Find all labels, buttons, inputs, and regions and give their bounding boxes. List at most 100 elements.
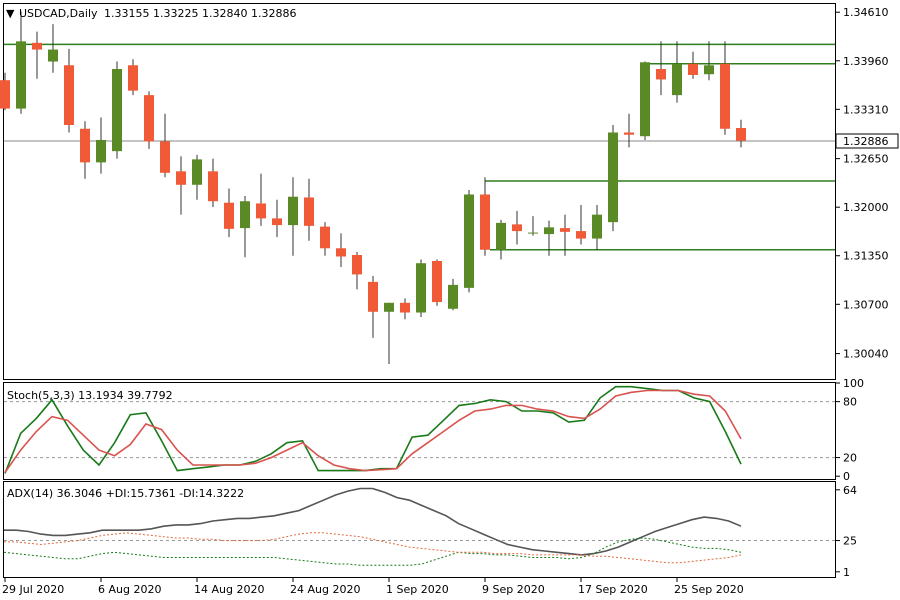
- indicator-tick-label: 100: [843, 377, 864, 390]
- candle-body: [16, 41, 26, 109]
- time-tick-label: 9 Sep 2020: [482, 583, 545, 596]
- candle-body: [544, 227, 554, 235]
- candle-body: [272, 218, 282, 226]
- candle-body: [480, 194, 490, 250]
- candle-body: [608, 132, 618, 223]
- stoch-panel-frame: [3, 382, 836, 480]
- time-tick-label: 24 Aug 2020: [290, 583, 360, 596]
- candle-body: [128, 65, 138, 91]
- candle-body: [288, 196, 298, 226]
- indicator-tick-label: 25: [843, 535, 857, 548]
- candle: [576, 204, 586, 245]
- support-resistance-lines: [4, 43, 835, 251]
- candle-body: [704, 65, 714, 75]
- candle: [176, 156, 186, 215]
- candle: [32, 31, 42, 79]
- candle: [320, 222, 330, 256]
- candles: [0, 11, 746, 365]
- time-tick-label: 6 Aug 2020: [98, 583, 161, 596]
- candle-body: [576, 231, 586, 239]
- indicator-tick-label: 80: [843, 396, 857, 409]
- time-tick-label: 14 Aug 2020: [194, 583, 264, 596]
- candle: [144, 91, 154, 149]
- candle: [512, 210, 522, 245]
- candle-body: [224, 202, 234, 229]
- candle-body: [32, 42, 42, 50]
- candle: [416, 259, 426, 317]
- candle-body: [192, 159, 202, 185]
- price-tick-label: 1.32000: [843, 201, 889, 214]
- series-line: [4, 487, 742, 556]
- candle-body: [64, 65, 74, 126]
- candle: [640, 61, 650, 140]
- indicator-tick-label: 64: [843, 484, 857, 497]
- candle-body: [416, 263, 426, 313]
- candle: [704, 41, 714, 81]
- adx-indicator: 64 25 1: [3, 484, 857, 579]
- candle: [112, 61, 122, 159]
- candle-body: [144, 95, 154, 142]
- candle: [480, 177, 490, 256]
- candle: [304, 178, 314, 241]
- candle-body: [496, 222, 506, 250]
- candle: [528, 216, 538, 236]
- candle: [592, 204, 602, 251]
- candle-body: [208, 171, 218, 202]
- candle: [608, 125, 618, 232]
- time-tick-label: 25 Sep 2020: [674, 583, 744, 596]
- candle: [128, 59, 138, 96]
- candle: [96, 117, 106, 174]
- current-price-box: [835, 133, 899, 149]
- candle-body: [320, 226, 330, 249]
- price-tick-label: 1.33960: [843, 55, 889, 68]
- candle: [336, 233, 346, 267]
- candle: [432, 259, 442, 306]
- candle: [48, 24, 58, 73]
- ohlc-readout: 1.33155 1.33225 1.32840 1.32886: [104, 7, 296, 20]
- adx-title: ADX(14) 36.3046 +DI:15.7361 -DI:14.3222: [7, 487, 244, 500]
- stochastic-oscillator: 100 80 20 0: [4, 377, 864, 483]
- candle: [544, 220, 554, 256]
- time-tick-label: 1 Sep 2020: [386, 583, 449, 596]
- price-tick-label: 1.30700: [843, 298, 889, 311]
- candle: [736, 119, 746, 148]
- candle: [208, 158, 218, 208]
- candle: [720, 41, 730, 135]
- candle-body: [560, 228, 570, 232]
- candle: [288, 177, 298, 256]
- price-tick-label: 1.34610: [843, 6, 889, 19]
- candle-body: [240, 201, 250, 229]
- candle: [16, 11, 26, 114]
- candle-body: [96, 139, 106, 163]
- symbol-title: USDCAD,Daily: [19, 7, 98, 20]
- time-axis: 29 Jul 2020 6 Aug 2020 14 Aug 2020 24 Aug 2…: [2, 577, 744, 596]
- series-line: [4, 532, 742, 564]
- indicator-tick-label: 1: [843, 566, 850, 579]
- candle-body: [512, 224, 522, 232]
- candle-body: [80, 128, 90, 163]
- indicator-tick-label: 0: [843, 470, 850, 483]
- candle: [688, 51, 698, 79]
- candle: [160, 113, 170, 178]
- candle: [240, 195, 250, 258]
- candle: [368, 275, 378, 338]
- candle-body: [640, 62, 650, 137]
- symbol-menu-icon[interactable]: ▼: [6, 7, 15, 20]
- candle: [624, 113, 634, 148]
- candle: [656, 41, 666, 96]
- candle-body: [0, 80, 10, 109]
- price-tick-label: 1.33310: [843, 103, 889, 116]
- candle: [192, 154, 202, 200]
- price-tick-label: 1.31350: [843, 250, 889, 263]
- candle: [272, 199, 282, 238]
- candle-body: [592, 214, 602, 239]
- candle-body: [528, 232, 538, 234]
- candle: [80, 121, 90, 179]
- adx-panel-frame: [3, 481, 836, 578]
- candle-body: [112, 68, 122, 152]
- candle-body: [384, 302, 394, 312]
- candle-body: [448, 284, 458, 309]
- candle: [352, 252, 362, 290]
